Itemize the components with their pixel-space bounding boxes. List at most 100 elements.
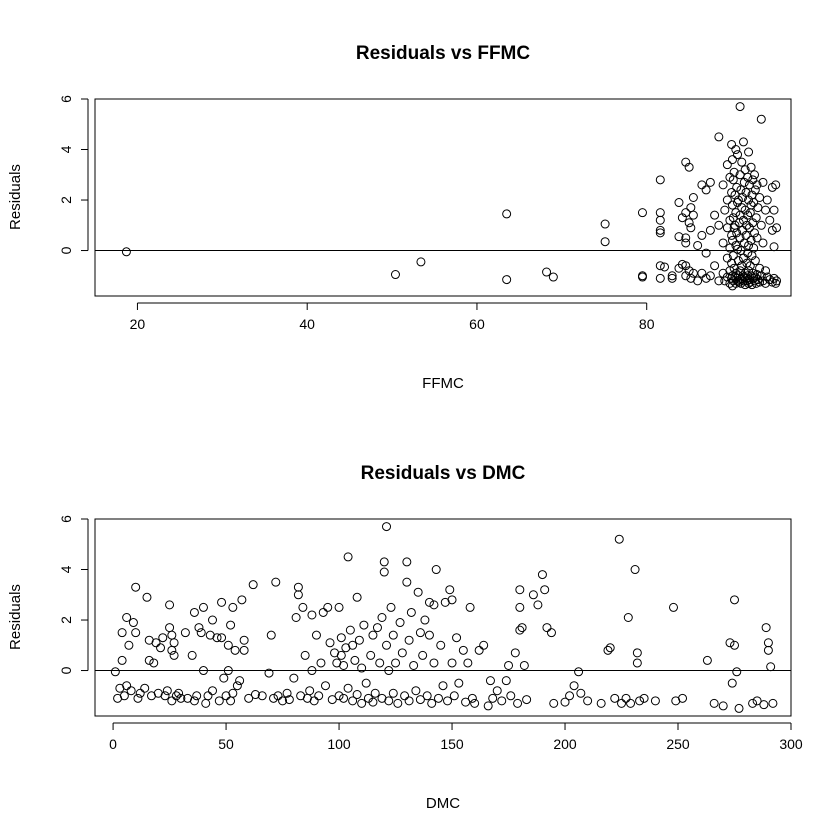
data-point [171,691,181,701]
data-point [198,666,208,676]
data-point [135,688,145,698]
data-point [600,219,610,229]
data-point [693,240,703,250]
data-point [382,522,392,532]
data-point [121,247,131,257]
data-point [273,691,283,701]
data-point [223,666,233,676]
data-point [655,225,665,235]
data-point [203,691,213,701]
data-point [501,676,511,686]
data-point [359,620,369,630]
data-point [415,695,425,705]
data-point [397,648,407,658]
data-point [772,223,782,233]
data-point [630,565,640,575]
data-point [769,205,779,215]
data-point [461,697,471,707]
data-point [605,643,615,653]
data-point [718,238,728,248]
data-point [176,693,186,703]
data-point [142,592,152,602]
x-tick-label: 250 [666,736,690,752]
data-point [674,232,684,242]
data-point [510,648,520,658]
data-point [734,703,744,713]
data-point [232,681,242,691]
data-point [483,701,493,711]
data-point [746,162,756,172]
data-point [194,623,204,633]
data-point [617,698,627,708]
data-point [416,257,426,267]
data-point [686,223,696,233]
data-point [402,557,412,567]
data-point [372,623,382,633]
data-point [655,215,665,225]
data-point [596,698,606,708]
data-point [140,683,150,693]
data-point [257,691,267,701]
data-point [361,678,371,688]
data-point [217,633,227,643]
data-point [208,686,218,696]
x-tick-label: 40 [299,316,315,332]
data-point [449,691,459,701]
data-point [402,577,412,587]
data-point [727,200,737,210]
data-point [278,696,288,706]
y-tick-label: 0 [58,246,74,254]
data-point [366,650,376,660]
data-point [729,167,739,177]
data-point [311,630,321,640]
dmc-residual-panel: Residuals vs DMC 0 50 100 150 200 250 3000246 … [7,463,803,812]
data-point [681,261,691,271]
data-point [298,602,308,612]
data-point [237,595,247,605]
data-point [528,590,538,600]
data-point [445,585,455,595]
data-point [732,667,742,677]
data-point [479,640,489,650]
data-point [728,251,738,261]
data-point [388,630,398,640]
data-point [722,160,732,170]
data-point [688,193,698,202]
data-point [720,205,730,215]
data-point [126,686,136,696]
data-point [513,698,523,708]
data-point [506,691,516,701]
ffmc-residual-panel: Residuals vs FFMC 20 40 60 80 0 2 4 6 FFMC Resi… [7,43,792,392]
data-point [415,628,425,638]
data-point [750,170,760,180]
data-point [718,180,728,190]
data-point [158,633,168,643]
data-point [752,696,762,706]
data-point [284,695,294,705]
data-point [144,655,154,665]
data-point [761,266,771,276]
data-point [623,613,633,622]
data-point [766,662,776,672]
data-point [406,607,416,617]
data-point [705,177,715,187]
data-point [343,683,353,693]
data-point [382,640,392,650]
data-point [379,567,389,577]
data-point [339,693,349,703]
data-point [650,696,660,706]
data-point [752,180,762,190]
y-tick-label: 2 [58,196,74,204]
data-point [169,650,179,660]
data-points [121,102,782,291]
data-point [752,233,762,243]
data-point [375,658,385,668]
data-point [756,114,766,124]
data-point [756,220,766,230]
data-point [196,628,206,638]
data-point [447,658,457,668]
data-point [345,625,355,635]
data-point [759,700,769,710]
data-point [429,600,439,610]
